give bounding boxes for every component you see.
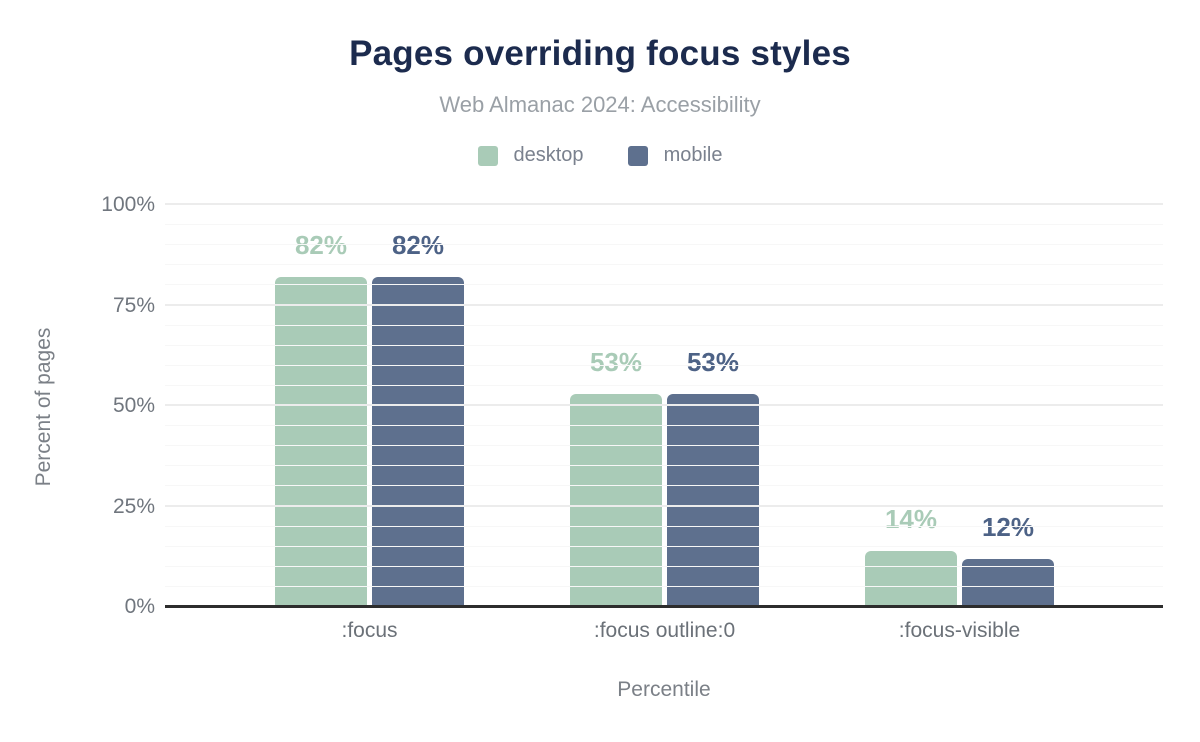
bar-value-label-desktop-:focus outline:0: 53% [589,346,643,377]
gridline [165,303,1163,306]
legend-swatch-mobile-icon [627,145,648,166]
legend-swatch-desktop-icon [477,145,498,166]
bar-mobile-:focus[interactable]: 82% [372,230,464,607]
bar-desktop-:focus outline:0[interactable]: 53% [570,347,662,607]
legend: desktop mobile [0,144,1200,167]
gridline [165,485,1163,487]
plot-area: 82% 82% 53% 53% 14% 12% [165,203,1163,607]
gridline [165,244,1163,246]
gridline [165,465,1163,467]
gridline [165,224,1163,226]
y-axis-tick-label: 100% [101,193,155,216]
y-axis-tick-label: 0% [124,595,155,618]
legend-item-mobile: mobile [627,144,723,167]
bar-group-:focus: 82% 82% [222,205,517,607]
gridline [165,404,1163,406]
y-axis-tick-label: 75% [112,293,155,317]
gridline [165,384,1163,386]
gridline [165,585,1163,587]
x-axis-category-label: :focus-visible [898,619,1021,642]
bar-value-label-mobile-:focus-visible: 12% [981,511,1035,542]
legend-label-desktop: desktop [513,144,584,166]
legend-label-mobile: mobile [663,144,723,166]
gridline [165,284,1163,286]
y-axis-title: Percent of pages [32,327,55,487]
gridline [165,344,1163,346]
bar-desktop-:focus-visible[interactable]: 14% [865,504,957,607]
gridline [165,504,1163,507]
x-axis-category-label: :focus [341,619,398,642]
gridline [165,264,1163,266]
x-axis-category-label: :focus outline:0 [593,619,736,642]
chart-subtitle: Web Almanac 2024: Accessibility [439,92,761,117]
bar-value-label-mobile-:focus: 82% [391,230,445,261]
x-axis-labels: :focus :focus outline:0 :focus-visible [222,619,1107,643]
gridline [165,203,1163,205]
bar-groups: 82% 82% 53% 53% 14% 12% [222,205,1107,607]
gridline [165,545,1163,547]
x-axis-title: Percentile [617,678,711,701]
bar-value-label-mobile-:focus outline:0: 53% [686,346,740,377]
bar-desktop-:focus[interactable]: 82% [275,230,367,607]
gridline [165,425,1163,427]
y-axis-tick-label: 50% [112,394,155,417]
gridline [165,525,1163,527]
gridline [165,565,1163,567]
bar-group-:focus outline:0: 53% 53% [517,205,812,607]
bar-value-label-desktop-:focus: 82% [294,230,348,261]
legend-item-desktop: desktop [477,144,584,167]
gridline [165,364,1163,366]
bar-value-label-desktop-:focus-visible: 14% [884,503,938,534]
x-axis-line [165,605,1163,608]
chart-title: Pages overriding focus styles [349,34,851,73]
gridline [165,445,1163,447]
y-axis-tick-label: 25% [112,494,155,518]
gridline [165,324,1163,326]
y-axis: 0% 25% 50% 75% 100% [55,194,155,618]
bar-mobile-:focus outline:0[interactable]: 53% [667,347,759,607]
